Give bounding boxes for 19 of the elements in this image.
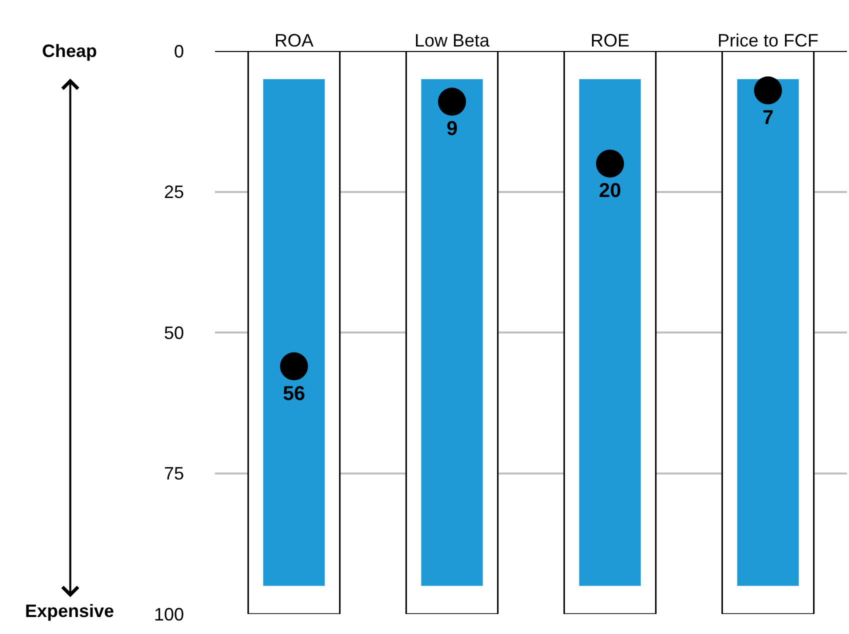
y-tick-label: 100 xyxy=(154,604,184,624)
point xyxy=(438,88,466,116)
data-label: 9 xyxy=(446,118,458,140)
data-label: 7 xyxy=(762,106,774,129)
x-tick-label: Low Beta xyxy=(414,30,491,50)
x-tick-label: ROA xyxy=(274,30,314,50)
y-tick-label: 50 xyxy=(164,322,184,343)
y-tick-label: 25 xyxy=(164,182,184,202)
text: Cheap xyxy=(42,41,98,61)
data-label: 20 xyxy=(598,180,622,202)
point xyxy=(280,352,308,380)
x-tick-label: ROE xyxy=(590,30,630,50)
point xyxy=(754,76,782,104)
point xyxy=(596,150,624,178)
data-label: 56 xyxy=(282,382,306,405)
y-tick-label: 0 xyxy=(174,41,184,62)
y-tick-label: 75 xyxy=(164,464,184,484)
text: Expensive xyxy=(25,601,114,621)
x-tick-label: Price to FCF xyxy=(717,30,819,50)
